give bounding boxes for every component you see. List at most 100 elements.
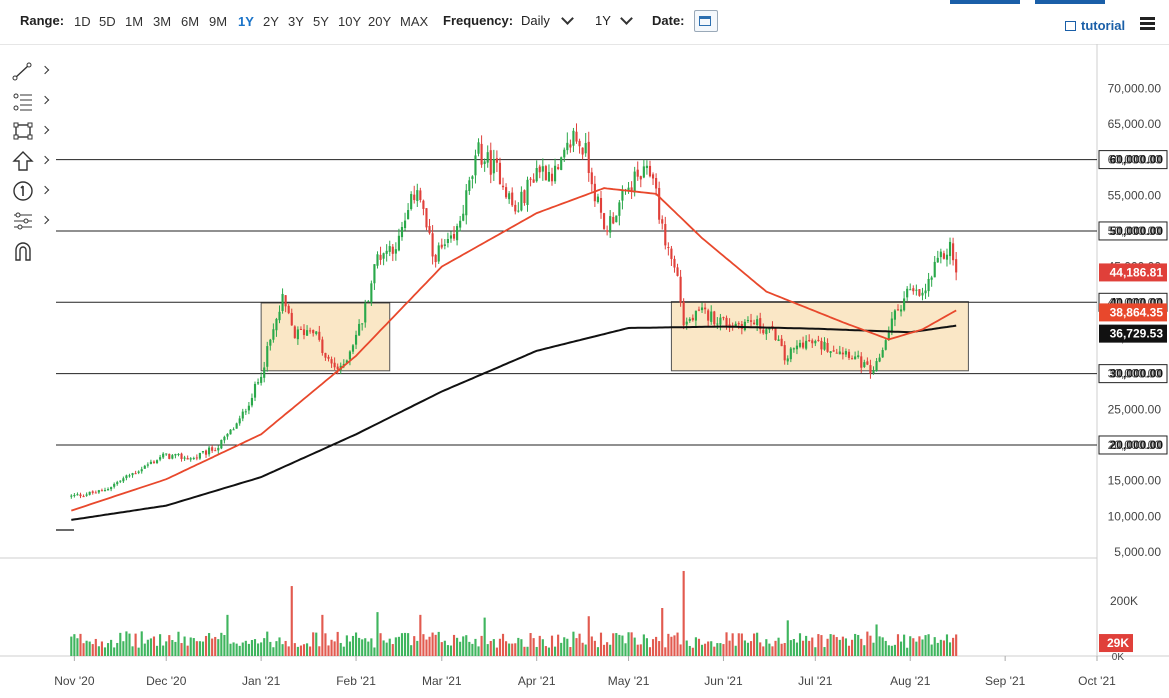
frequency-select[interactable]: Daily: [521, 13, 550, 28]
candle-body: [125, 475, 128, 479]
candle-body: [446, 239, 449, 244]
candle-body: [535, 168, 538, 182]
volume-bar: [593, 640, 596, 656]
volume-bar: [498, 638, 502, 656]
volume-bar: [88, 641, 91, 656]
volume-bar: [691, 647, 694, 656]
chevron-down-icon[interactable]: [620, 12, 633, 25]
candle-body: [134, 473, 137, 475]
volume-bar: [394, 637, 397, 656]
range-5y[interactable]: 5Y: [313, 14, 329, 29]
volume-bar: [177, 631, 180, 656]
candle-body: [939, 251, 942, 258]
volume-bar: [615, 633, 618, 656]
candle-body: [869, 365, 872, 374]
calendar-icon[interactable]: [694, 10, 718, 32]
range-20y[interactable]: 20Y: [368, 14, 392, 29]
range-9m[interactable]: 9M: [209, 14, 228, 29]
candle-body: [710, 311, 713, 322]
volume-bar: [462, 636, 465, 656]
arrow-tool[interactable]: [12, 150, 52, 174]
volume-bar: [452, 634, 456, 656]
volume-bar: [106, 643, 110, 656]
volume-bar: [198, 641, 201, 656]
range-5d[interactable]: 5D: [99, 14, 116, 29]
chart-frame: [0, 44, 1169, 657]
range-3y[interactable]: 3Y: [288, 14, 304, 29]
candle-body: [912, 288, 915, 292]
period-select[interactable]: 1Y: [595, 13, 611, 28]
rectangle-tool[interactable]: [12, 120, 52, 144]
magnet-tool[interactable]: [12, 240, 52, 264]
candle-body: [835, 352, 838, 354]
price-chart[interactable]: 20,000.0030,000.0040,000.0050,000.0060,0…: [0, 44, 1169, 698]
volume-bar: [211, 638, 214, 656]
range-1m[interactable]: 1M: [125, 14, 144, 29]
volume-bar: [832, 634, 835, 656]
candle-body: [419, 190, 422, 201]
chart-toolbar: Range: 1D 5D 1M 3M 6M 9M 1Y 2Y 3Y 5Y 10Y…: [0, 0, 1169, 45]
rectangle-icon: [13, 122, 33, 140]
candle-body: [272, 329, 275, 340]
volume-bar: [385, 642, 388, 656]
volume-bar: [82, 643, 85, 656]
trendline-tool[interactable]: [12, 60, 52, 84]
candle-body: [599, 197, 603, 213]
chevron-down-icon[interactable]: [561, 12, 574, 25]
range-2y[interactable]: 2Y: [263, 14, 279, 29]
candle-body: [400, 226, 404, 238]
volume-bar: [811, 637, 814, 656]
candle-body: [866, 361, 869, 365]
volume-bar: [140, 631, 143, 656]
candle-body: [621, 191, 624, 201]
range-1y[interactable]: 1Y: [238, 14, 254, 29]
volume-bar: [152, 636, 156, 656]
range-10y[interactable]: 10Y: [338, 14, 362, 29]
volume-bar: [572, 631, 575, 656]
candle-body: [241, 411, 244, 419]
volume-bar: [364, 638, 367, 656]
volume-bar: [327, 645, 330, 656]
candle-body: [462, 213, 465, 221]
volume-bar: [581, 642, 584, 656]
tutorial-link[interactable]: tutorial: [1081, 18, 1126, 33]
consolidation-box: [670, 301, 969, 372]
film-icon[interactable]: [1065, 21, 1076, 31]
volume-bar: [798, 633, 802, 656]
volume-bar: [850, 639, 854, 656]
volume-bar: [330, 639, 333, 656]
candle-body: [434, 254, 437, 263]
volume-bar: [336, 631, 339, 656]
fib-tool[interactable]: [12, 90, 52, 114]
volume-bar: [596, 647, 600, 656]
candle-body: [774, 328, 777, 341]
candle-body: [915, 289, 918, 291]
volume-bar: [220, 632, 223, 656]
volume-bar: [915, 641, 918, 656]
volume-bar: [636, 644, 639, 656]
range-1d[interactable]: 1D: [74, 14, 91, 29]
menu-icon[interactable]: [1140, 17, 1155, 30]
candle-body: [324, 352, 327, 358]
range-6m[interactable]: 6M: [181, 14, 200, 29]
candle-body: [890, 318, 893, 333]
range-3m[interactable]: 3M: [153, 14, 172, 29]
candle-body: [214, 450, 217, 452]
candle-body: [431, 233, 434, 257]
volume-bar: [716, 643, 719, 656]
volume-bar: [495, 647, 498, 656]
layers-tool[interactable]: [12, 210, 52, 234]
level-tag: [1098, 435, 1168, 455]
volume-bar: [688, 645, 691, 656]
candle-body: [119, 480, 122, 482]
volume-bar: [896, 634, 900, 656]
volume-bar: [655, 636, 658, 656]
volume-bar: [287, 646, 290, 656]
candle-body: [483, 161, 486, 164]
number-marker-tool[interactable]: [12, 180, 52, 204]
candle-body: [572, 130, 575, 146]
volume-bar: [517, 637, 520, 656]
volume-bar: [446, 645, 449, 656]
candle-body: [777, 339, 780, 341]
range-max[interactable]: MAX: [400, 14, 429, 29]
